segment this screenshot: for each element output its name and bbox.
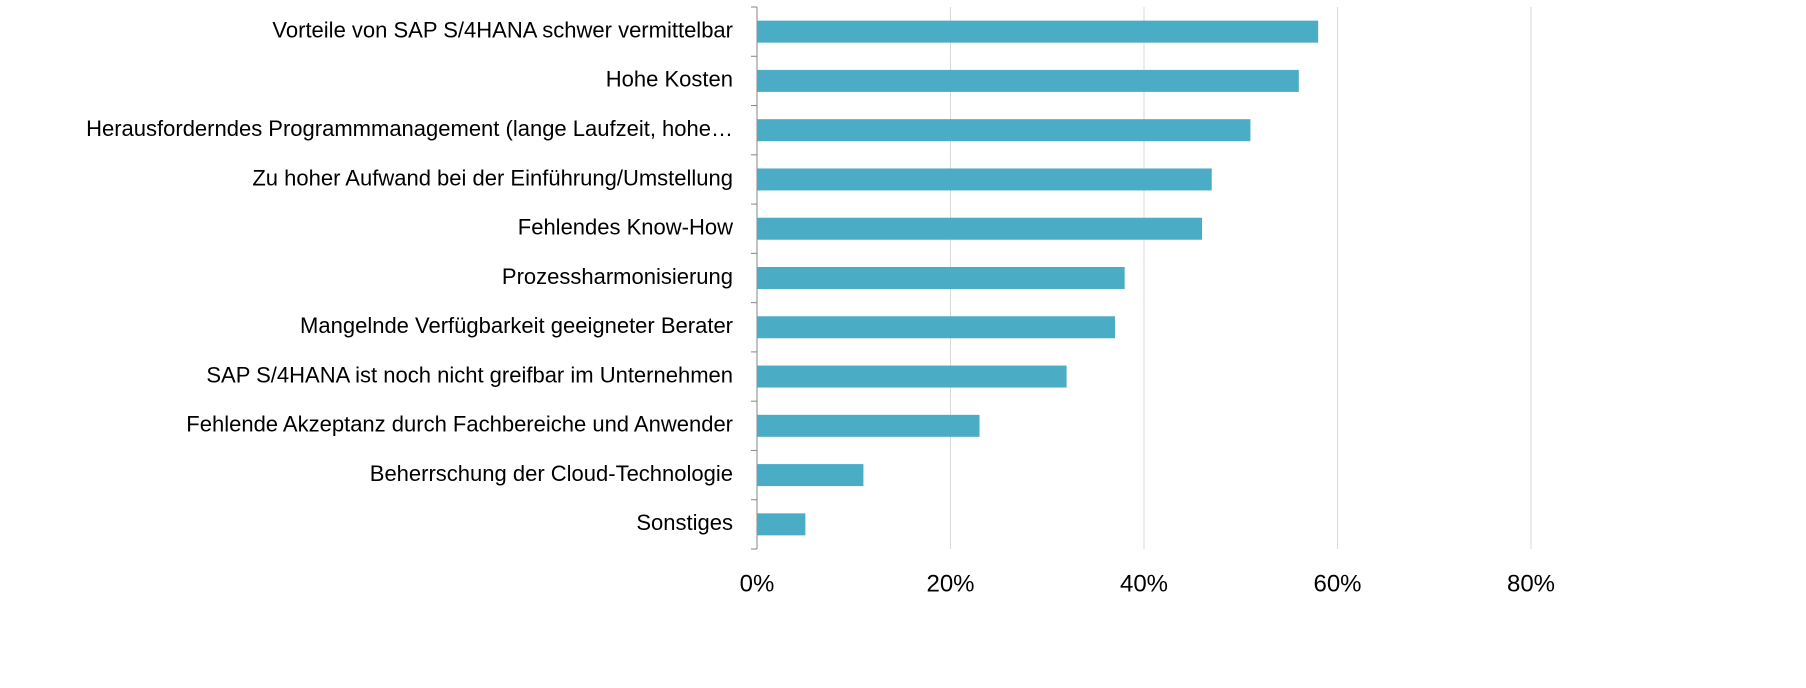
y-tick-label: Vorteile von SAP S/4HANA schwer vermitte… <box>272 17 733 42</box>
y-tick-label: Herausforderndes Programmmanagement (lan… <box>86 116 733 141</box>
y-tick-label: Fehlendes Know-How <box>518 215 733 240</box>
bar <box>757 119 1251 142</box>
bar <box>757 414 980 437</box>
y-tick-label: Sonstiges <box>636 510 733 535</box>
y-tick-label: SAP S/4HANA ist noch nicht greifbar im U… <box>206 362 733 387</box>
y-tick-label: Fehlende Akzeptanz durch Fachbereiche un… <box>186 412 733 437</box>
y-tick-label: Prozessharmonisierung <box>502 264 733 289</box>
bar <box>757 365 1067 388</box>
x-tick-label: 0% <box>740 570 775 597</box>
y-tick-label: Beherrschung der Cloud-Technologie <box>370 461 733 486</box>
bar <box>757 20 1319 43</box>
y-tick-label: Zu hoher Aufwand bei der Einführung/Umst… <box>252 165 733 190</box>
x-tick-label: 40% <box>1120 570 1168 597</box>
bar <box>757 464 864 487</box>
x-tick-label: 60% <box>1313 570 1361 597</box>
bar <box>757 267 1125 289</box>
bar <box>757 69 1299 92</box>
x-tick-label: 20% <box>926 570 974 597</box>
bar <box>757 217 1203 240</box>
y-tick-label: Hohe Kosten <box>606 67 733 92</box>
bar <box>757 316 1115 339</box>
x-tick-label: 80% <box>1507 570 1555 597</box>
bar <box>757 168 1212 191</box>
bar <box>757 513 806 536</box>
y-tick-label: Mangelnde Verfügbarkeit geeigneter Berat… <box>300 313 733 338</box>
